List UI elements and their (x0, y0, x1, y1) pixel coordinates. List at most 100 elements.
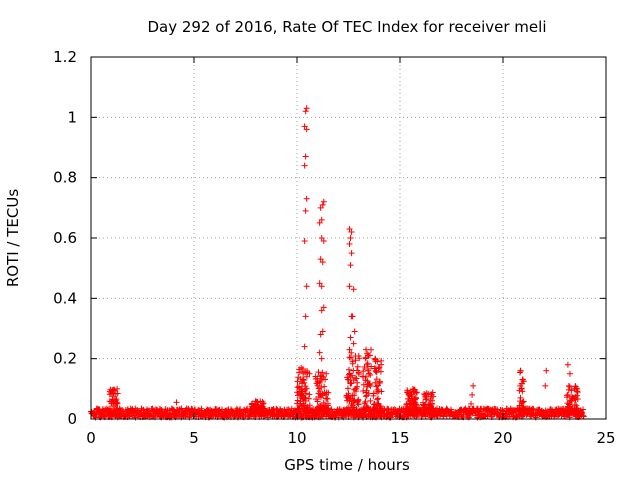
spike-point (519, 376, 526, 383)
data-point (353, 375, 360, 382)
data-point (574, 410, 581, 417)
spike-point (564, 391, 571, 398)
data-point (363, 403, 370, 410)
data-point (323, 395, 330, 402)
data-point (573, 402, 580, 409)
data-point (574, 389, 581, 396)
data-point (430, 405, 437, 412)
data-point (348, 380, 355, 387)
data-point (321, 383, 328, 390)
spike-point (542, 382, 549, 389)
data-point (114, 407, 121, 414)
data-point (367, 371, 374, 378)
spike-point (318, 355, 325, 362)
data-point (519, 388, 526, 395)
spike-point (364, 361, 371, 368)
data-point (356, 355, 363, 362)
y-tick-label: 0.6 (53, 229, 77, 247)
data-point (353, 406, 360, 413)
data-point (377, 403, 384, 410)
spike-point (518, 385, 525, 392)
data-point (574, 396, 581, 403)
data-point (377, 378, 384, 385)
x-tick-label: 0 (86, 429, 96, 447)
data-point (423, 390, 430, 397)
spike-point (346, 283, 353, 290)
y-tick-label: 1.2 (53, 48, 77, 66)
y-tick-label: 0.2 (53, 350, 77, 368)
data-point (294, 397, 301, 404)
spike-point (317, 256, 324, 263)
data-point (260, 400, 267, 407)
spike-point (363, 373, 370, 380)
spike-point (302, 108, 309, 115)
spike-point (317, 331, 324, 338)
data-point (423, 395, 430, 402)
data-point (368, 363, 375, 370)
data-point (296, 369, 303, 376)
spike-point (303, 105, 310, 112)
spike-point (320, 238, 327, 245)
data-point (428, 400, 435, 407)
spike-point (372, 355, 379, 362)
data-point (520, 405, 527, 412)
data-point (343, 405, 350, 412)
data-point (519, 410, 526, 417)
data-point (365, 390, 372, 397)
spike-point (301, 123, 308, 130)
spike-point (320, 304, 327, 311)
data-point (325, 389, 332, 396)
data-point (294, 389, 301, 396)
data-point (573, 405, 580, 412)
spike-point (301, 343, 308, 350)
y-tick-label: 1 (67, 108, 77, 126)
y-axis-label: ROTI / TECUs (4, 189, 22, 287)
data-point (349, 372, 356, 379)
spike-point (543, 367, 550, 374)
data-point (354, 408, 361, 415)
data-point (367, 397, 374, 404)
y-tick-label: 0.8 (53, 169, 77, 187)
spike-point (303, 283, 310, 290)
data-point (302, 398, 309, 405)
data-point (306, 406, 313, 413)
data-point (114, 390, 121, 397)
data-point (371, 410, 378, 417)
data-point (294, 378, 301, 385)
spike-point (298, 385, 305, 392)
spike-point (302, 153, 309, 160)
spike-point (318, 307, 325, 314)
data-point (354, 363, 361, 370)
spike-point (319, 201, 326, 208)
grid-layer (91, 57, 606, 419)
data-point (430, 393, 437, 400)
spike-point (301, 238, 308, 245)
data-point (295, 405, 302, 412)
data-point (520, 410, 527, 417)
data-point (378, 357, 385, 364)
x-tick-label: 5 (189, 429, 199, 447)
spike-point (350, 340, 357, 347)
spike-point (374, 358, 381, 365)
data-point (158, 406, 165, 413)
data-point (259, 398, 266, 405)
data-point (519, 399, 526, 406)
data-point (364, 404, 371, 411)
spike-point (349, 313, 356, 320)
data-point (564, 392, 571, 399)
data-point (568, 387, 575, 394)
spike-point (301, 162, 308, 169)
data-point (377, 368, 384, 375)
data-point (345, 366, 352, 373)
spike-point (347, 262, 354, 269)
data-point (413, 402, 420, 409)
spike-point (517, 394, 524, 401)
data-point (111, 387, 118, 394)
data-point (455, 410, 462, 417)
data-point (376, 407, 383, 414)
spike-point (348, 250, 355, 257)
x-tick-label: 20 (493, 429, 512, 447)
spike-point (320, 198, 327, 205)
spike-point (346, 346, 353, 353)
